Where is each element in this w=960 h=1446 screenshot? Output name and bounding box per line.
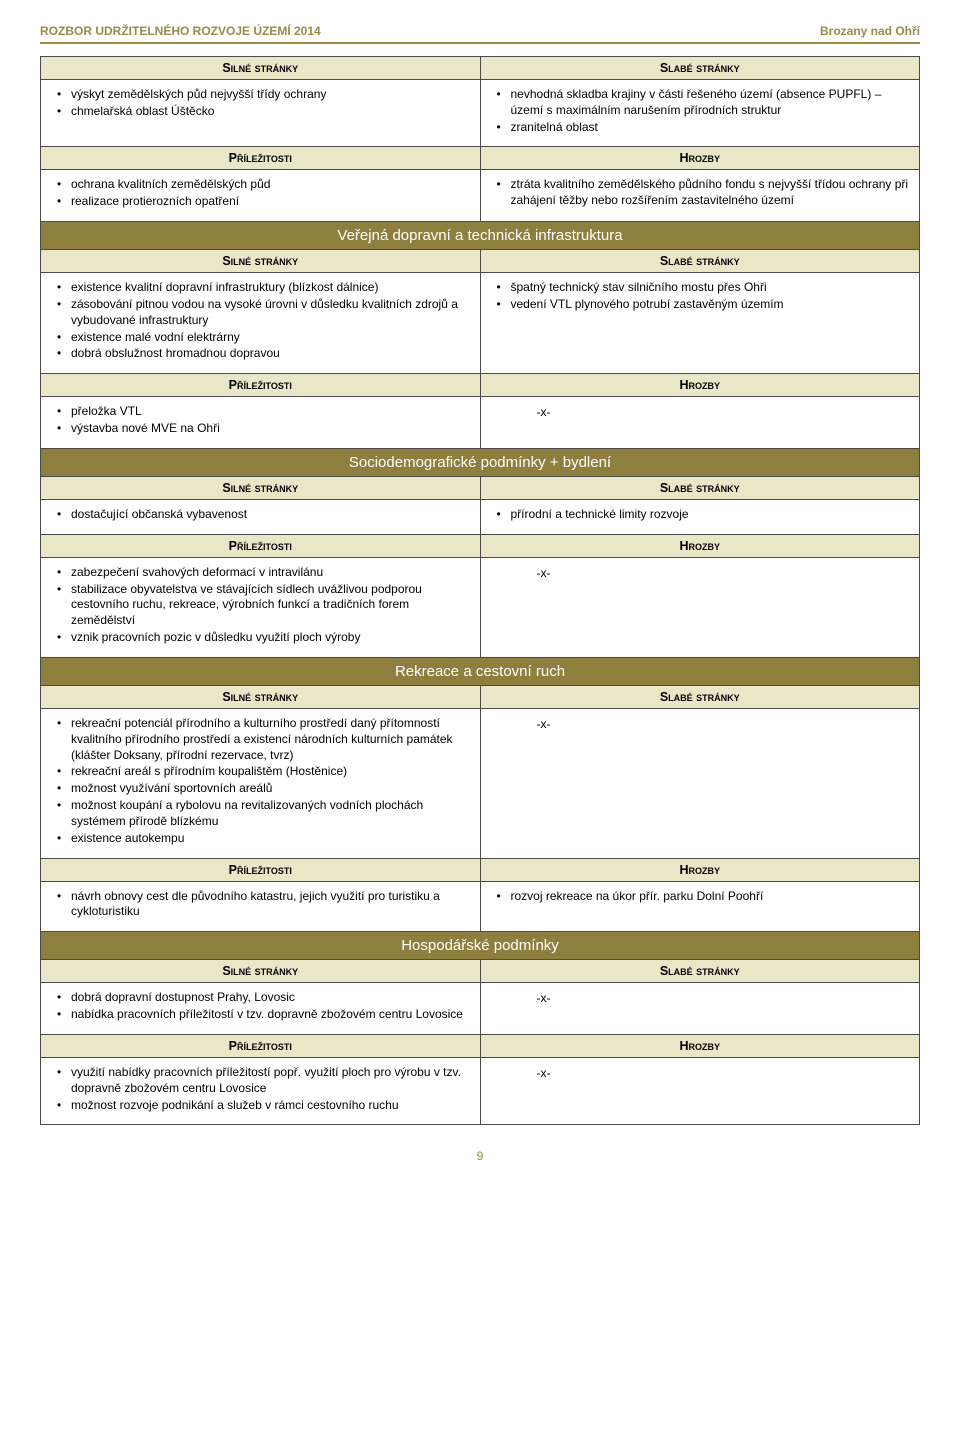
slabe-header: Slabé stránky [480,57,920,80]
silne-header: Silné stránky [41,960,481,983]
prilezitosti-2-item: zabezpečení svahových deformací v intrav… [71,565,470,581]
page-header-bar: ROZBOR UDRŽITELNÉHO ROZVOJE ÚZEMÍ 2014 B… [40,24,920,44]
slabe-4-cell: -x- [480,983,920,1035]
prilezitosti-3-cell: návrh obnovy cest dle původního katastru… [41,881,481,932]
slabe-1-item: špatný technický stav silničního mostu p… [511,280,910,296]
silne-0-item: chmelařská oblast Úštěcko [71,104,470,120]
hrozby-header: Hrozby [480,534,920,557]
hrozby-2-cell: -x- [480,557,920,657]
silne-1-item: dobrá obslužnost hromadnou dopravou [71,346,470,362]
silne-2-list: dostačující občanská vybavenost [51,507,470,523]
prilezitosti-3-item: návrh obnovy cest dle původního katastru… [71,889,470,921]
silne-2-item: dostačující občanská vybavenost [71,507,470,523]
swot-table: Silné stránkySlabé stránkyvýskyt zeměděl… [40,56,920,1125]
silne-4-item: nabídka pracovních příležitostí v tzv. d… [71,1007,470,1023]
hrozby-0-list: ztráta kvalitního zemědělského půdního f… [491,177,910,209]
hrozby-0-item: ztráta kvalitního zemědělského půdního f… [511,177,910,209]
prilezitosti-1-item: výstavba nové MVE na Ohři [71,421,470,437]
prilezitosti-4-cell: využití nabídky pracovních příležitostí … [41,1057,481,1124]
header-right: Brozany nad Ohří [820,24,920,38]
prilezitosti-0-item: realizace protierozních opatření [71,194,470,210]
slabe-header: Slabé stránky [480,685,920,708]
silne-1-item: existence kvalitní dopravní infrastruktu… [71,280,470,296]
silne-1-item: zásobování pitnou vodou na vysoké úrovni… [71,297,470,329]
prilezitosti-0-item: ochrana kvalitních zemědělských půd [71,177,470,193]
hrozby-header: Hrozby [480,374,920,397]
silne-1-list: existence kvalitní dopravní infrastruktu… [51,280,470,362]
prilezitosti-header: Příležitosti [41,534,481,557]
silne-header: Silné stránky [41,476,481,499]
silne-2-cell: dostačující občanská vybavenost [41,499,481,534]
hrozby-4-cell: -x- [480,1057,920,1124]
prilezitosti-header: Příležitosti [41,147,481,170]
prilezitosti-header: Příležitosti [41,374,481,397]
slabe-header: Slabé stránky [480,476,920,499]
silne-3-item: možnost využívání sportovních areálů [71,781,470,797]
section-band: Sociodemografické podmínky + bydlení [41,448,920,476]
hrozby-header: Hrozby [480,1034,920,1057]
slabe-0-list: nevhodná skladba krajiny v části řešenéh… [491,87,910,135]
silne-header: Silné stránky [41,685,481,708]
silne-3-item: rekreační areál s přírodním koupalištěm … [71,764,470,780]
slabe-2-item: přírodní a technické limity rozvoje [511,507,910,523]
slabe-header: Slabé stránky [480,250,920,273]
slabe-0-item: nevhodná skladba krajiny v části řešenéh… [511,87,910,119]
prilezitosti-4-item: možnost rozvoje podnikání a služeb v rám… [71,1098,470,1114]
silne-0-item: výskyt zemědělských půd nejvyšší třídy o… [71,87,470,103]
section-band: Hospodářské podmínky [41,932,920,960]
silne-4-list: dobrá dopravní dostupnost Prahy, Lovosic… [51,990,470,1023]
slabe-2-cell: přírodní a technické limity rozvoje [480,499,920,534]
page-container: ROZBOR UDRŽITELNÉHO ROZVOJE ÚZEMÍ 2014 B… [0,0,960,1193]
silne-3-item: existence autokempu [71,831,470,847]
silne-3-list: rekreační potenciál přírodního a kulturn… [51,716,470,847]
silne-0-list: výskyt zemědělských půd nejvyšší třídy o… [51,87,470,120]
silne-header: Silné stránky [41,57,481,80]
slabe-1-item: vedení VTL plynového potrubí zastavěným … [511,297,910,313]
hrozby-3-item: rozvoj rekreace na úkor přír. parku Doln… [511,889,910,905]
prilezitosti-0-cell: ochrana kvalitních zemědělských půdreali… [41,170,481,222]
section-band: Rekreace a cestovní ruch [41,657,920,685]
prilezitosti-2-list: zabezpečení svahových deformací v intrav… [51,565,470,646]
hrozby-3-list: rozvoj rekreace na úkor přír. parku Doln… [491,889,910,905]
prilezitosti-4-item: využití nabídky pracovních příležitostí … [71,1065,470,1097]
prilezitosti-1-item: přeložka VTL [71,404,470,420]
prilezitosti-1-cell: přeložka VTLvýstavba nové MVE na Ohři [41,397,481,449]
hrozby-1-cell: -x- [480,397,920,449]
header-left: ROZBOR UDRŽITELNÉHO ROZVOJE ÚZEMÍ 2014 [40,24,321,38]
slabe-3-cell: -x- [480,708,920,858]
hrozby-0-cell: ztráta kvalitního zemědělského půdního f… [480,170,920,222]
slabe-header: Slabé stránky [480,960,920,983]
silne-3-item: rekreační potenciál přírodního a kulturn… [71,716,470,763]
prilezitosti-header: Příležitosti [41,1034,481,1057]
page-number: 9 [40,1125,920,1163]
prilezitosti-2-item: vznik pracovních pozic v důsledku využit… [71,630,470,646]
prilezitosti-1-list: přeložka VTLvýstavba nové MVE na Ohři [51,404,470,437]
slabe-1-cell: špatný technický stav silničního mostu p… [480,273,920,374]
prilezitosti-3-list: návrh obnovy cest dle původního katastru… [51,889,470,921]
silne-1-cell: existence kvalitní dopravní infrastruktu… [41,273,481,374]
silne-1-item: existence malé vodní elektrárny [71,330,470,346]
slabe-1-list: špatný technický stav silničního mostu p… [491,280,910,313]
hrozby-header: Hrozby [480,147,920,170]
silne-3-cell: rekreační potenciál přírodního a kulturn… [41,708,481,858]
prilezitosti-header: Příležitosti [41,858,481,881]
silne-0-cell: výskyt zemědělských půd nejvyšší třídy o… [41,80,481,147]
slabe-0-cell: nevhodná skladba krajiny v části řešenéh… [480,80,920,147]
prilezitosti-4-list: využití nabídky pracovních příležitostí … [51,1065,470,1113]
prilezitosti-0-list: ochrana kvalitních zemědělských půdreali… [51,177,470,210]
section-band: Veřejná dopravní a technická infrastrukt… [41,222,920,250]
hrozby-3-cell: rozvoj rekreace na úkor přír. parku Doln… [480,881,920,932]
prilezitosti-2-item: stabilizace obyvatelstva ve stávajících … [71,582,470,629]
silne-4-item: dobrá dopravní dostupnost Prahy, Lovosic [71,990,470,1006]
silne-header: Silné stránky [41,250,481,273]
hrozby-header: Hrozby [480,858,920,881]
silne-3-item: možnost koupání a rybolovu na revitalizo… [71,798,470,830]
slabe-0-item: zranitelná oblast [511,120,910,136]
slabe-2-list: přírodní a technické limity rozvoje [491,507,910,523]
prilezitosti-2-cell: zabezpečení svahových deformací v intrav… [41,557,481,657]
silne-4-cell: dobrá dopravní dostupnost Prahy, Lovosic… [41,983,481,1035]
